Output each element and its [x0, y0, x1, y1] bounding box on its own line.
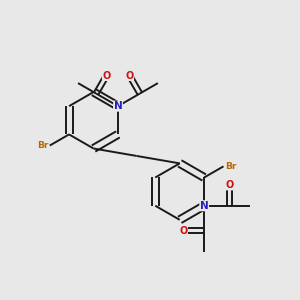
Text: Br: Br	[225, 162, 236, 171]
Text: O: O	[102, 70, 111, 80]
Text: N: N	[200, 201, 208, 211]
Text: O: O	[225, 180, 234, 190]
Text: Br: Br	[37, 141, 48, 150]
Text: N: N	[114, 101, 122, 111]
Text: O: O	[125, 70, 134, 80]
Text: O: O	[179, 226, 188, 236]
